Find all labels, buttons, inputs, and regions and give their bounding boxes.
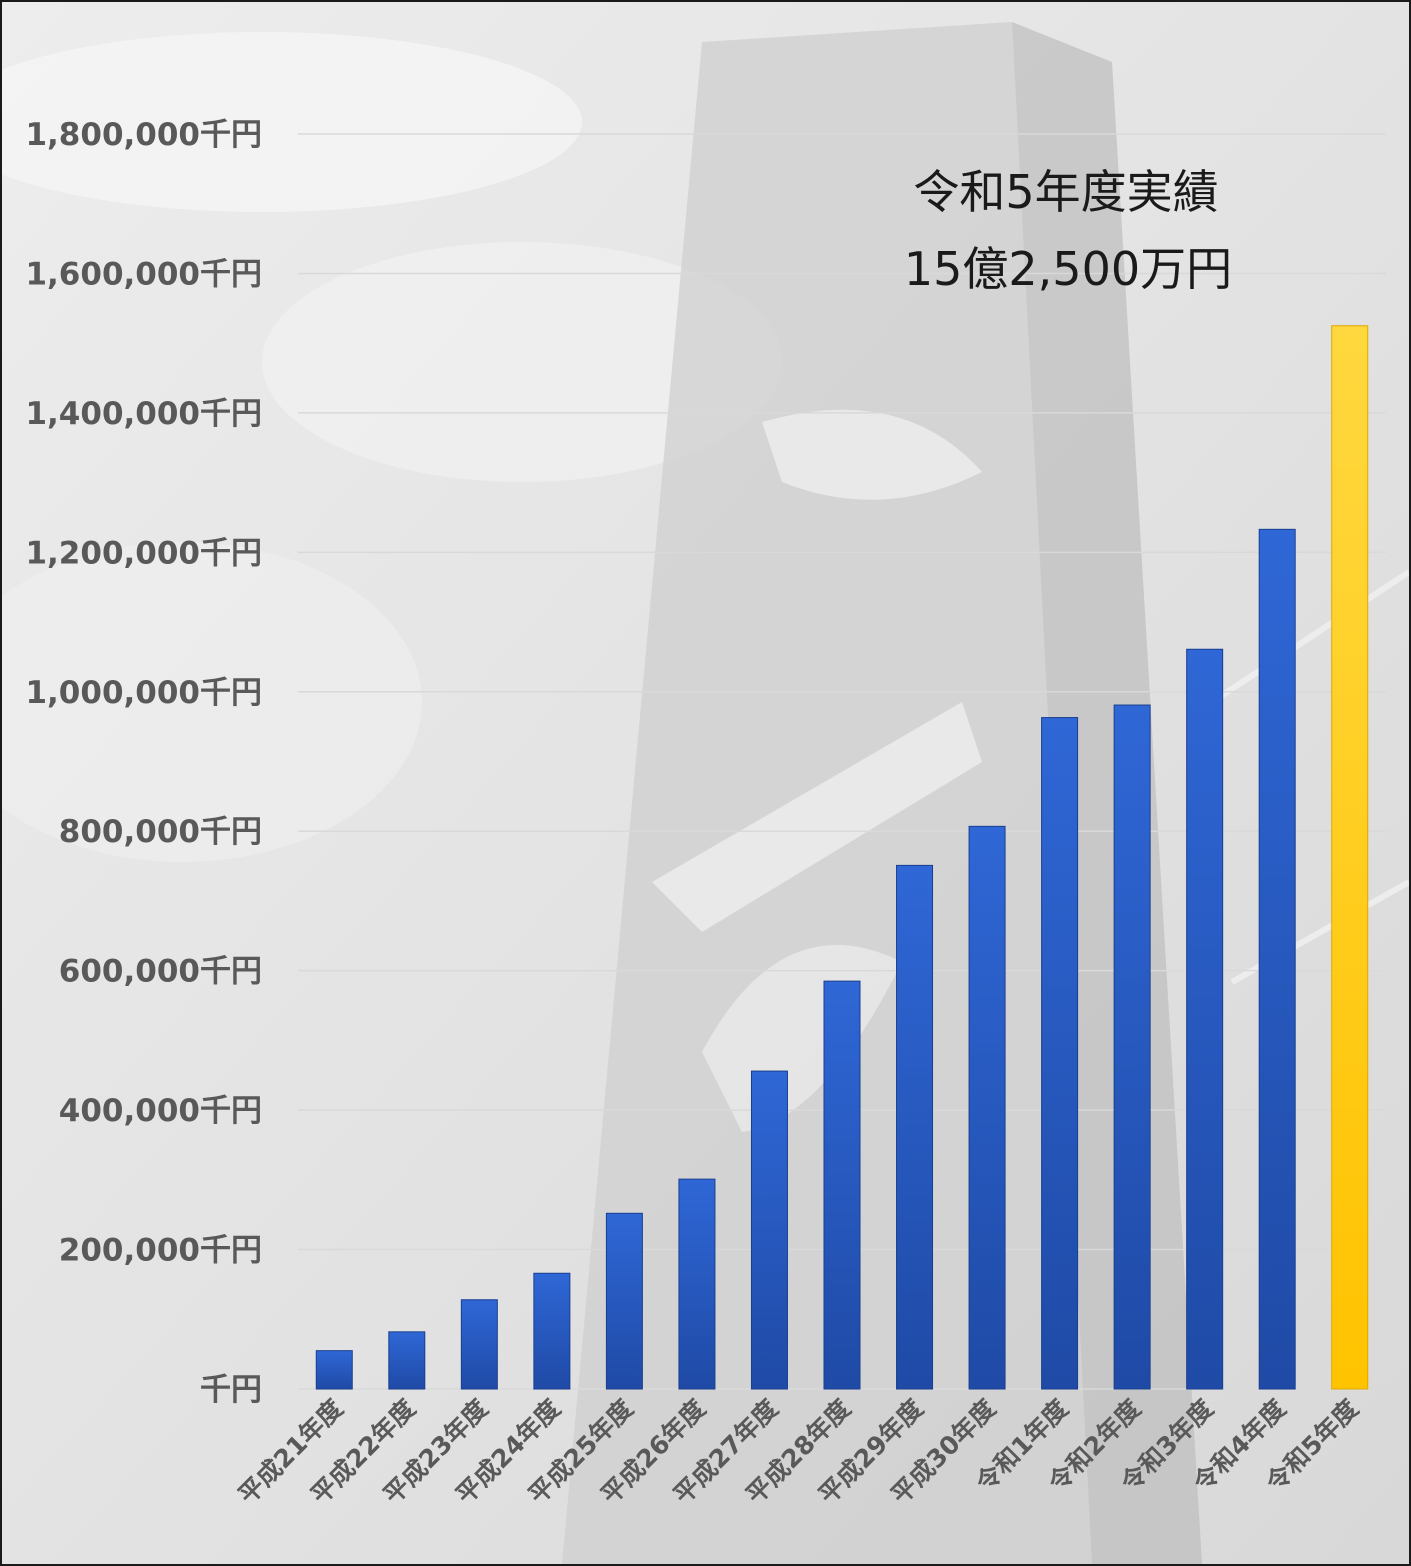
bar-平成22年度 (388, 1331, 426, 1390)
bar-令和3年度 (1186, 648, 1224, 1390)
annotation-line-1: 令和5年度実績 (913, 165, 1218, 219)
bar-平成27年度 (750, 1070, 788, 1390)
y-tick-label: 1,200,000千円 (25, 535, 262, 571)
y-tick-label: 400,000千円 (59, 1093, 262, 1129)
bar-平成29年度 (896, 864, 934, 1390)
y-tick-label: 200,000千円 (59, 1233, 262, 1269)
y-tick-label: 600,000千円 (59, 954, 262, 990)
y-tick-label: 1,800,000千円 (25, 117, 262, 153)
bar-平成28年度 (823, 980, 861, 1390)
bar-平成25年度 (605, 1212, 643, 1390)
y-tick-label: 800,000千円 (59, 814, 262, 850)
bars (315, 325, 1369, 1390)
x-axis-ticks: 平成21年度平成22年度平成23年度平成24年度平成25年度平成26年度平成27… (233, 1394, 1364, 1510)
bar-平成26年度 (678, 1178, 716, 1390)
y-tick-label: 1,600,000千円 (25, 256, 262, 292)
y-tick-label: 1,400,000千円 (25, 396, 262, 432)
bar-令和2年度 (1113, 704, 1151, 1390)
bar-平成30年度 (968, 825, 1006, 1390)
y-tick-label: 千円 (200, 1372, 262, 1408)
bar-平成23年度 (460, 1299, 498, 1390)
bar-令和5年度 (1331, 325, 1369, 1390)
y-axis-ticks: 千円 200,000千円 400,000千円 600,000千円 800,000千円 1,… (25, 117, 262, 1408)
bar-令和4年度 (1258, 528, 1296, 1390)
bar-令和1年度 (1041, 717, 1079, 1390)
annotation-line-2: 15億2,500万円 (904, 242, 1232, 296)
y-tick-label: 1,000,000千円 (25, 675, 262, 711)
bar-平成21年度 (315, 1350, 353, 1390)
bar-平成24年度 (533, 1272, 571, 1390)
